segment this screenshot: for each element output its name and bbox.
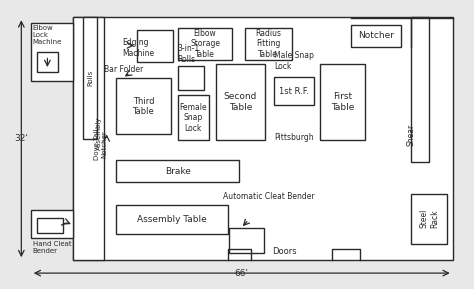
Bar bbox=[351, 25, 401, 47]
Bar bbox=[178, 28, 232, 60]
Text: Assembly Table: Assembly Table bbox=[137, 215, 207, 224]
Text: 1st R.F.: 1st R.F. bbox=[279, 86, 309, 96]
Bar bbox=[37, 218, 63, 233]
Bar bbox=[73, 17, 104, 260]
Text: 66': 66' bbox=[235, 268, 249, 278]
Text: Brake: Brake bbox=[165, 167, 191, 176]
Bar bbox=[73, 17, 453, 260]
Bar bbox=[116, 205, 228, 234]
Bar bbox=[320, 64, 365, 140]
Text: Shear: Shear bbox=[407, 124, 416, 146]
Bar bbox=[245, 28, 292, 60]
Bar bbox=[229, 228, 264, 253]
Text: Elbow
Lock
Machine: Elbow Lock Machine bbox=[33, 25, 62, 45]
Bar bbox=[31, 210, 73, 238]
Bar bbox=[116, 78, 171, 134]
Text: Radius
Fitting
Table: Radius Fitting Table bbox=[255, 29, 281, 59]
Text: Rolls: Rolls bbox=[87, 70, 93, 86]
Bar bbox=[411, 17, 429, 162]
Bar bbox=[178, 66, 204, 90]
Text: Female
Snap
Lock: Female Snap Lock bbox=[179, 103, 207, 133]
Text: Automatic Cleat Bender: Automatic Cleat Bender bbox=[223, 192, 314, 201]
Text: First
Table: First Table bbox=[331, 92, 354, 112]
Text: Hand Cleat
Bender: Hand Cleat Bender bbox=[33, 241, 71, 254]
Bar bbox=[274, 77, 314, 105]
Text: Assembly: Assembly bbox=[96, 116, 101, 150]
Text: Notcher: Notcher bbox=[358, 32, 393, 40]
Bar bbox=[116, 160, 239, 182]
Text: Steel
Rack: Steel Rack bbox=[420, 209, 439, 229]
Bar bbox=[216, 64, 265, 140]
Text: 32': 32' bbox=[14, 134, 28, 143]
Bar bbox=[37, 52, 58, 72]
Bar bbox=[178, 95, 209, 140]
Text: Third
Table: Third Table bbox=[133, 97, 154, 116]
Text: Bar Folder: Bar Folder bbox=[104, 65, 143, 74]
Text: Elbow
Storage
Table: Elbow Storage Table bbox=[190, 29, 220, 59]
Bar bbox=[83, 17, 97, 139]
Text: Dove Tail
Notcher: Dove Tail Notcher bbox=[94, 129, 107, 160]
Bar bbox=[31, 23, 73, 81]
Text: Male Snap
Lock: Male Snap Lock bbox=[274, 51, 314, 71]
Bar bbox=[411, 194, 447, 244]
Bar bbox=[137, 30, 173, 62]
Text: Edging
Machine: Edging Machine bbox=[122, 38, 155, 58]
Text: Second
Table: Second Table bbox=[224, 92, 257, 112]
Text: Pittsburgh: Pittsburgh bbox=[274, 133, 314, 142]
Text: Doors: Doors bbox=[272, 247, 297, 256]
Text: 3-in-1
Rolls: 3-in-1 Rolls bbox=[178, 44, 200, 64]
